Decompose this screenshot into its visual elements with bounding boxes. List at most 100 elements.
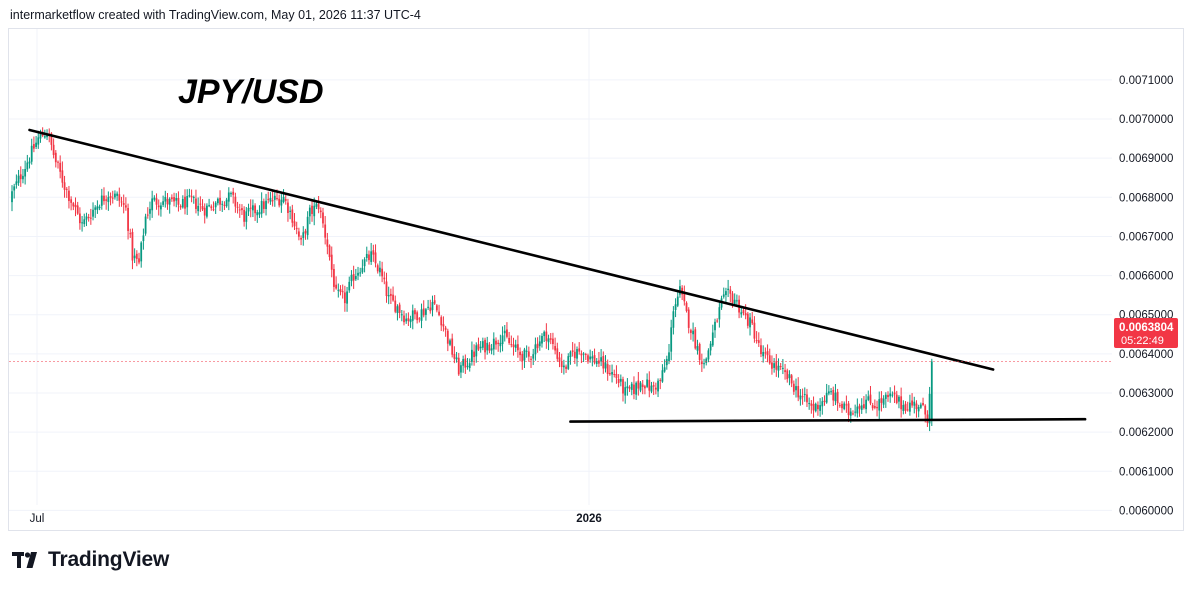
candle-body[interactable]: [560, 361, 563, 367]
candle-body[interactable]: [291, 209, 294, 223]
y-axis[interactable]: 0.0071000 0.0070000 0.0069000 0.0068000 0.00…: [1119, 75, 1173, 518]
candle-body[interactable]: [556, 348, 559, 359]
candle-body[interactable]: [641, 384, 644, 388]
candle-body[interactable]: [735, 300, 738, 302]
candle-body[interactable]: [365, 253, 368, 258]
candle-body[interactable]: [468, 363, 471, 369]
candle-body[interactable]: [887, 394, 889, 398]
candle-body[interactable]: [902, 404, 905, 411]
candle-body[interactable]: [587, 355, 589, 362]
candle-body[interactable]: [915, 403, 918, 410]
candle-body[interactable]: [781, 367, 784, 369]
candle-body[interactable]: [374, 252, 377, 264]
candle-body[interactable]: [744, 313, 747, 316]
candle-body[interactable]: [930, 361, 933, 420]
candle-body[interactable]: [571, 350, 574, 352]
candle-body[interactable]: [273, 195, 276, 200]
candle-body[interactable]: [913, 401, 916, 406]
candle-body[interactable]: [157, 205, 160, 208]
candle-body[interactable]: [696, 346, 699, 351]
candle-body[interactable]: [37, 137, 40, 145]
candle-body[interactable]: [545, 331, 548, 342]
candle-body[interactable]: [335, 284, 338, 289]
candle-body[interactable]: [924, 405, 927, 415]
candle-body[interactable]: [906, 409, 909, 411]
candle-body[interactable]: [481, 341, 484, 348]
candle-body[interactable]: [43, 136, 46, 138]
candle-body[interactable]: [368, 254, 370, 261]
candle-body[interactable]: [227, 192, 230, 202]
candle-body[interactable]: [379, 267, 381, 273]
candle-body[interactable]: [256, 212, 259, 216]
candle-body[interactable]: [727, 288, 730, 291]
candle-body[interactable]: [100, 195, 103, 206]
candle-body[interactable]: [694, 329, 697, 349]
candle-body[interactable]: [729, 289, 732, 294]
candle-body[interactable]: [26, 162, 29, 170]
candle-body[interactable]: [357, 272, 359, 276]
candle-body[interactable]: [381, 268, 384, 277]
candle-body[interactable]: [208, 205, 210, 207]
candle-body[interactable]: [455, 357, 458, 360]
candle-body[interactable]: [843, 403, 846, 410]
candle-body[interactable]: [466, 365, 469, 367]
candle-body[interactable]: [354, 276, 357, 280]
candle-body[interactable]: [245, 211, 248, 222]
candle-body[interactable]: [530, 358, 532, 360]
candle-body[interactable]: [657, 380, 659, 392]
candle-body[interactable]: [516, 344, 519, 351]
candle-body[interactable]: [665, 358, 668, 366]
candle-body[interactable]: [449, 340, 451, 345]
candle-body[interactable]: [705, 358, 708, 363]
candle-body[interactable]: [635, 382, 638, 395]
candle-body[interactable]: [893, 392, 896, 395]
candle-body[interactable]: [860, 405, 863, 410]
candle-body[interactable]: [109, 196, 112, 198]
candle-body[interactable]: [473, 351, 475, 358]
candle-body[interactable]: [755, 340, 758, 342]
candle-body[interactable]: [433, 300, 436, 304]
candle-body[interactable]: [124, 205, 127, 208]
candle-body[interactable]: [672, 311, 675, 328]
candle-body[interactable]: [39, 133, 42, 139]
candle-body[interactable]: [81, 222, 83, 224]
candle-body[interactable]: [567, 356, 570, 369]
candle-body[interactable]: [661, 370, 664, 382]
candle-body[interactable]: [578, 348, 581, 352]
candle-body[interactable]: [611, 372, 613, 375]
candle-body[interactable]: [438, 311, 440, 316]
candle-body[interactable]: [639, 382, 642, 391]
candle-body[interactable]: [852, 413, 854, 415]
trendline[interactable]: [569, 417, 1087, 423]
candle-body[interactable]: [757, 340, 760, 343]
candle-body[interactable]: [523, 349, 526, 361]
candle-body[interactable]: [170, 197, 173, 200]
candle-body[interactable]: [52, 144, 55, 155]
candle-body[interactable]: [604, 362, 607, 369]
candle-body[interactable]: [133, 255, 136, 259]
candle-body[interactable]: [827, 391, 830, 394]
candle-body[interactable]: [707, 350, 710, 360]
candle-body[interactable]: [486, 342, 489, 351]
candle-body[interactable]: [608, 372, 611, 375]
candle-body[interactable]: [162, 201, 165, 205]
candle-body[interactable]: [536, 343, 539, 349]
candle-body[interactable]: [282, 196, 285, 203]
candle-body[interactable]: [775, 361, 778, 370]
candle-body[interactable]: [322, 212, 324, 224]
candle-body[interactable]: [190, 195, 193, 198]
candle-body[interactable]: [300, 237, 302, 240]
candle-body[interactable]: [247, 207, 250, 212]
candle-body[interactable]: [249, 207, 252, 209]
candle-body[interactable]: [83, 219, 86, 225]
candle-body[interactable]: [326, 239, 329, 247]
tradingview-logo[interactable]: TradingView: [12, 548, 169, 572]
candle-body[interactable]: [650, 385, 653, 392]
candle-body[interactable]: [731, 293, 734, 303]
candle-body[interactable]: [89, 217, 92, 219]
candle-body[interactable]: [460, 365, 462, 373]
candle-body[interactable]: [414, 310, 416, 315]
candle-body[interactable]: [617, 379, 620, 384]
x-axis[interactable]: Jul 2026: [30, 513, 602, 525]
candle-body[interactable]: [219, 197, 221, 205]
